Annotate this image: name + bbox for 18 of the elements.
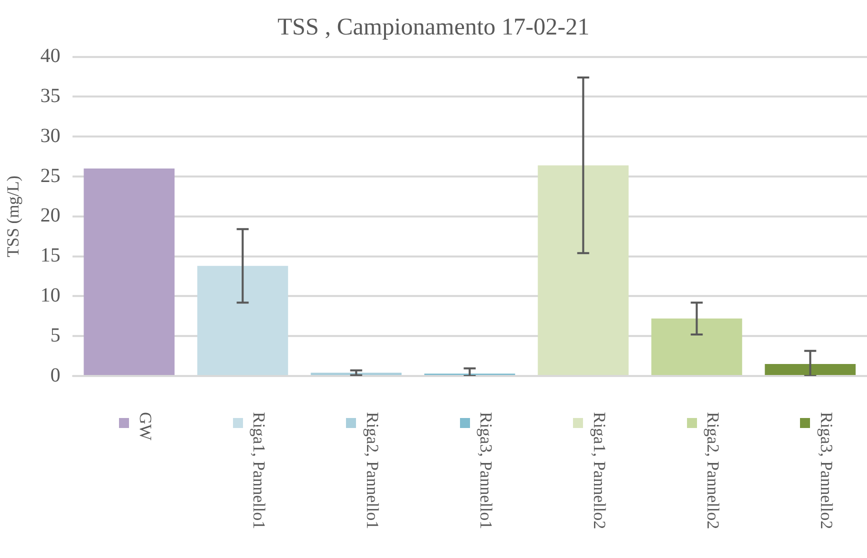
y-tick-label: 20 [40,204,60,227]
y-tick-label: 25 [40,164,60,187]
y-tick-label: 35 [40,84,60,107]
y-tick-label: 40 [40,45,60,68]
y-tick-label: 0 [50,364,60,386]
y-tick-label: 5 [50,324,60,346]
y-axis-title: TSS (mg/L) [4,176,23,258]
y-tick-label: 30 [40,124,60,147]
text: Riga1, Pannello2 [589,412,610,530]
text: Riga3, Pannello2 [816,412,836,530]
text: Riga2, Pannello2 [702,412,723,530]
legend-label: GW [135,412,156,440]
y-tick-label: 10 [40,284,60,306]
chart-title: TSS , Campionamento 17-02-21 [278,14,590,41]
text: Riga2, Pannello1 [362,412,382,530]
text: Riga1, Pannello1 [248,412,269,530]
y-tick-label: 15 [40,244,60,267]
text: Riga3, Pannello1 [476,412,496,530]
